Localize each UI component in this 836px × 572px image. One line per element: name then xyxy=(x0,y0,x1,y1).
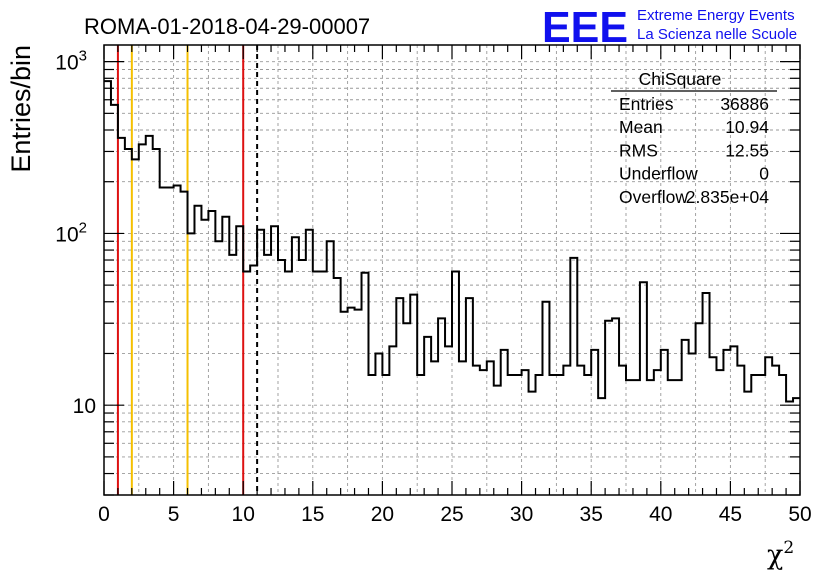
x-tick-label: 20 xyxy=(371,503,394,526)
y-axis-label: Entries/bin xyxy=(6,45,36,173)
eee-logo-line1: Extreme Energy Events xyxy=(637,7,795,24)
y-tick-label: 103 xyxy=(55,48,87,75)
x-tick-label: 5 xyxy=(168,503,180,526)
stats-value: 10.94 xyxy=(725,117,769,137)
chart-title: ROMA-01-2018-04-29-00007 xyxy=(84,14,370,39)
y-tick-label-sup: 3 xyxy=(79,48,87,65)
x-tick-label: 10 xyxy=(232,503,255,526)
stats-label: RMS xyxy=(619,140,658,160)
histogram-series xyxy=(104,80,800,403)
stats-value: 12.55 xyxy=(725,140,769,160)
y-tick-label-base: 10 xyxy=(55,223,78,246)
y-tick-label: 102 xyxy=(55,219,87,246)
y-tick-label-base: 10 xyxy=(73,395,96,418)
grid xyxy=(104,45,800,496)
y-tick-label: 10 xyxy=(73,395,96,418)
y-tick-label-sup: 2 xyxy=(79,219,87,236)
x-tick-label: 0 xyxy=(98,503,110,526)
eee-logo-line2: La Scienza nelle Scuole xyxy=(637,26,797,43)
x-axis-label-sup: 2 xyxy=(783,538,794,558)
x-tick-label: 40 xyxy=(649,503,672,526)
stats-box: ChiSquare Entries 36886 Mean 10.94 RMS 12.55 U… xyxy=(611,69,777,207)
x-tick-label: 30 xyxy=(510,503,533,526)
stats-value: 0 xyxy=(759,164,769,184)
axis-ticks xyxy=(103,45,801,496)
x-tick-label: 25 xyxy=(440,503,463,526)
eee-logo: EEE Extreme Energy Events La Scienza nel… xyxy=(542,3,797,52)
x-tick-label: 50 xyxy=(788,503,811,526)
stats-label: Mean xyxy=(619,117,663,137)
stats-rows: Entries 36886 Mean 10.94 RMS 12.55 Underflow 0 O… xyxy=(619,94,769,207)
x-tick-label: 15 xyxy=(301,503,324,526)
y-tick-label-base: 10 xyxy=(55,52,78,75)
x-tick-label: 35 xyxy=(580,503,603,526)
x-axis-label: χ2 xyxy=(767,538,794,571)
eee-logo-mark: EEE xyxy=(542,3,628,52)
stats-label: Underflow xyxy=(619,164,698,184)
stats-value: 36886 xyxy=(720,94,769,114)
x-axis-label-base: χ xyxy=(767,540,783,571)
stats-label: Overflow xyxy=(619,187,688,207)
stats-label: Entries xyxy=(619,94,674,114)
stats-title: ChiSquare xyxy=(639,69,722,89)
x-tick-label: 45 xyxy=(719,503,742,526)
stats-value: 2.835e+04 xyxy=(686,187,769,207)
